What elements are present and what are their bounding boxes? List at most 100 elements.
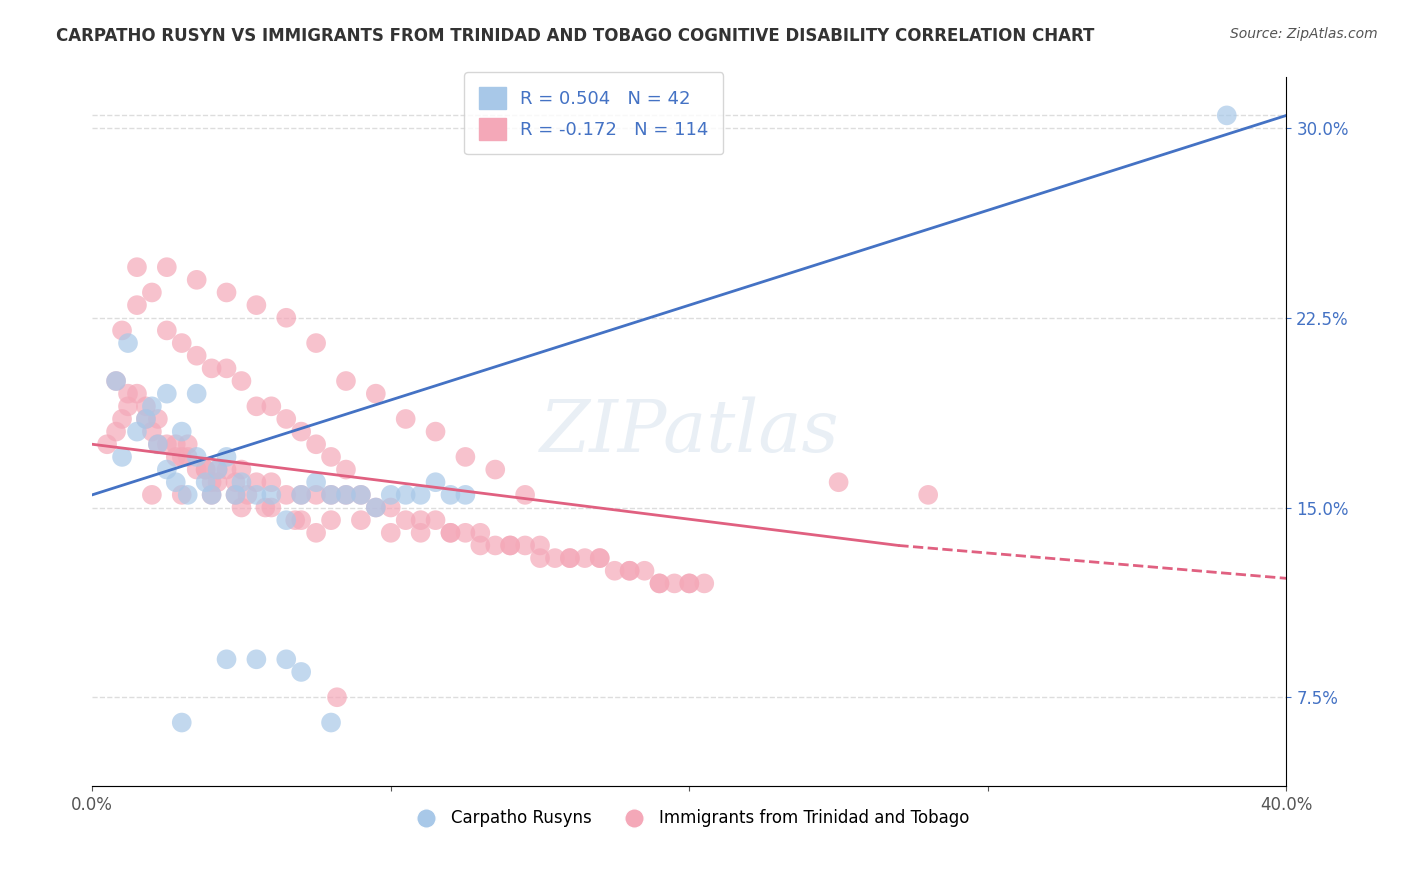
Point [439, 525, 461, 540]
Point [156, 260, 179, 275]
Point [207, 462, 229, 476]
Point [350, 488, 373, 502]
Point [125, 260, 148, 275]
Text: Source: ZipAtlas.com: Source: ZipAtlas.com [1230, 27, 1378, 41]
Point [156, 437, 179, 451]
Point [470, 525, 492, 540]
Point [170, 336, 193, 351]
Point [513, 538, 536, 552]
Point [284, 513, 307, 527]
Point [111, 450, 134, 464]
Point [207, 462, 229, 476]
Point [693, 576, 716, 591]
Point [276, 310, 298, 325]
Point [335, 488, 357, 502]
Point [409, 525, 432, 540]
Point [305, 336, 328, 351]
Point [215, 450, 238, 464]
Point [170, 425, 193, 439]
Point [305, 475, 328, 490]
Point [409, 488, 432, 502]
Point [1216, 108, 1239, 122]
Point [215, 361, 238, 376]
Point [529, 551, 551, 566]
Point [105, 374, 128, 388]
Point [170, 715, 193, 730]
Point [156, 386, 179, 401]
Point [260, 500, 283, 515]
Point [125, 386, 148, 401]
Point [146, 437, 169, 451]
Point [260, 400, 283, 414]
Point [146, 437, 169, 451]
Point [558, 551, 581, 566]
Point [319, 715, 342, 730]
Point [380, 500, 402, 515]
Point [499, 538, 522, 552]
Point [326, 690, 349, 705]
Point [231, 374, 253, 388]
Point [395, 513, 418, 527]
Point [236, 488, 259, 502]
Point [177, 488, 200, 502]
Point [648, 576, 671, 591]
Point [544, 551, 567, 566]
Point [215, 285, 238, 300]
Point [177, 437, 200, 451]
Point [125, 425, 148, 439]
Point [425, 513, 447, 527]
Point [276, 513, 298, 527]
Point [186, 386, 208, 401]
Point [231, 500, 253, 515]
Point [499, 538, 522, 552]
Point [364, 386, 387, 401]
Point [125, 298, 148, 312]
Point [276, 412, 298, 426]
Point [215, 462, 238, 476]
Point [245, 475, 267, 490]
Point [245, 488, 267, 502]
Point [558, 551, 581, 566]
Point [290, 425, 312, 439]
Point [165, 437, 187, 451]
Point [231, 475, 253, 490]
Point [439, 525, 461, 540]
Point [425, 425, 447, 439]
Point [111, 412, 134, 426]
Point [484, 538, 506, 552]
Legend: Carpatho Rusyns, Immigrants from Trinidad and Tobago: Carpatho Rusyns, Immigrants from Trinida… [404, 803, 976, 834]
Point [529, 538, 551, 552]
Point [245, 400, 267, 414]
Point [105, 374, 128, 388]
Point [364, 500, 387, 515]
Point [165, 475, 187, 490]
Point [678, 576, 700, 591]
Point [335, 374, 357, 388]
Point [177, 450, 200, 464]
Point [395, 412, 418, 426]
Point [319, 488, 342, 502]
Point [276, 488, 298, 502]
Point [141, 488, 163, 502]
Point [574, 551, 596, 566]
Point [245, 652, 267, 666]
Point [194, 462, 217, 476]
Point [224, 488, 246, 502]
Point [254, 500, 277, 515]
Point [678, 576, 700, 591]
Point [827, 475, 849, 490]
Point [165, 450, 187, 464]
Point [260, 475, 283, 490]
Point [231, 462, 253, 476]
Point [170, 488, 193, 502]
Point [350, 513, 373, 527]
Point [224, 488, 246, 502]
Point [245, 298, 267, 312]
Point [589, 551, 612, 566]
Point [156, 462, 179, 476]
Point [201, 475, 224, 490]
Text: ZIPatlas: ZIPatlas [540, 396, 839, 467]
Point [425, 475, 447, 490]
Point [135, 412, 157, 426]
Point [589, 551, 612, 566]
